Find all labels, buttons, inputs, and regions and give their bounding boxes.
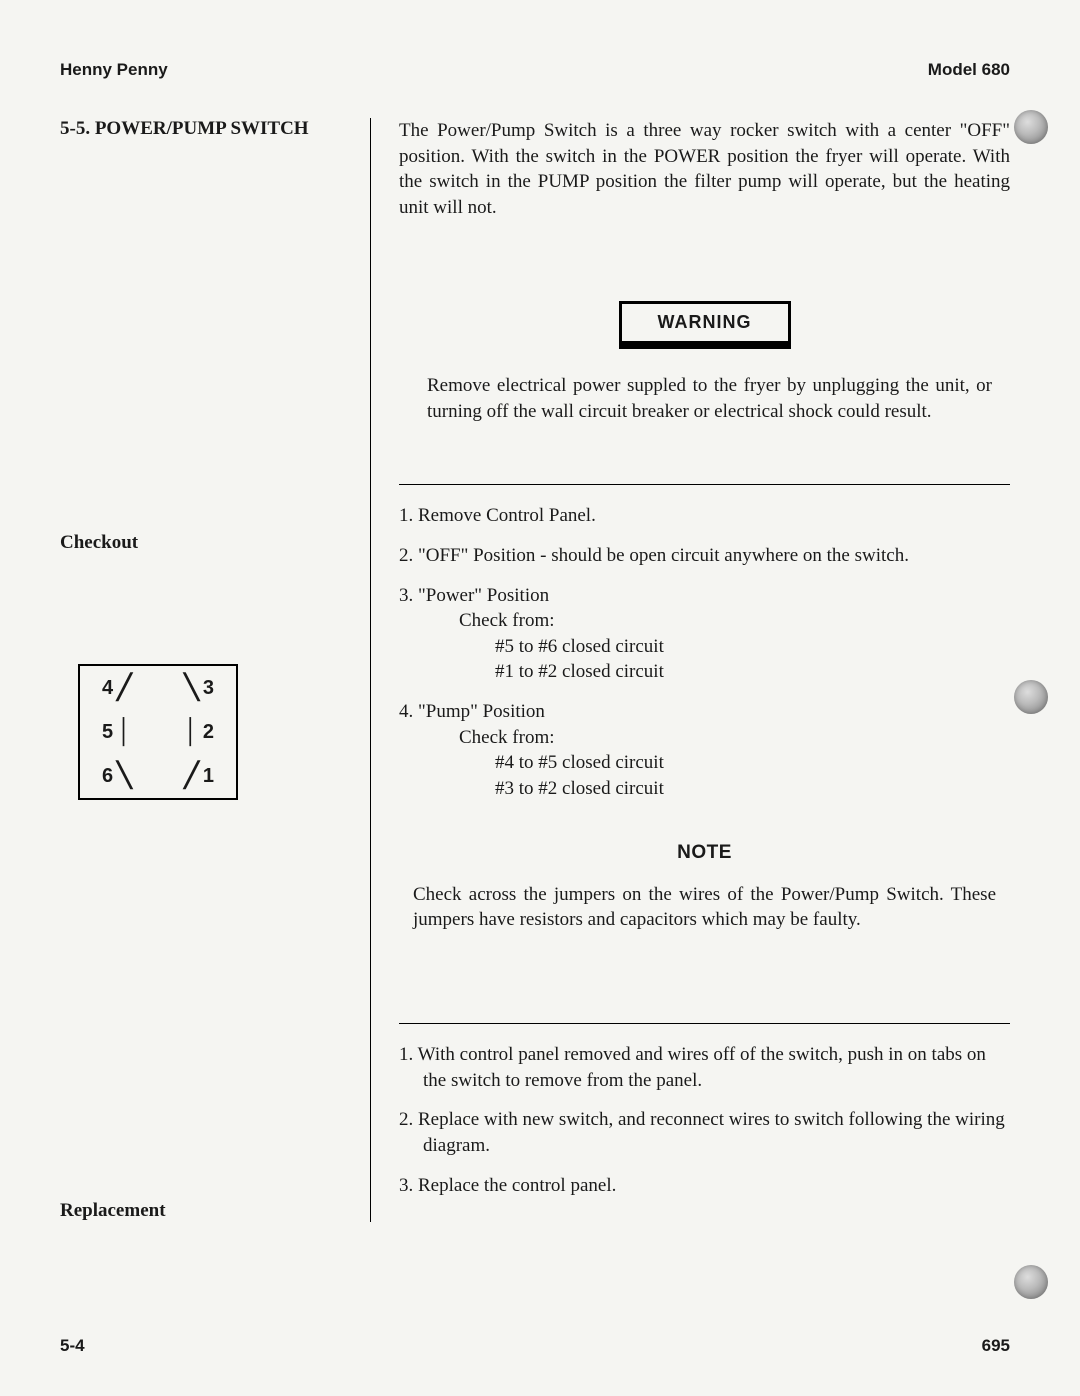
diagram-row: 5│ │2 bbox=[80, 710, 236, 754]
page-header: Henny Penny Model 680 bbox=[60, 60, 1010, 80]
diagonal-mark: ╱ bbox=[117, 676, 131, 700]
spacer bbox=[60, 800, 370, 1200]
page-footer: 5-4 695 bbox=[60, 1336, 1010, 1356]
intro-block: The Power/Pump Switch is a three way roc… bbox=[399, 118, 1010, 283]
switch-diagram: 4╱ ╲3 5│ │2 6╲ bbox=[78, 664, 238, 800]
checkout-substep: Check from: bbox=[399, 725, 1010, 751]
terminal-label: 1 bbox=[203, 765, 214, 788]
diagram-cell: 5│ bbox=[102, 720, 132, 744]
vertical-mark: │ bbox=[184, 720, 199, 744]
checkout-subsubstep: #4 to #5 closed circuit bbox=[399, 750, 1010, 776]
punch-hole bbox=[1014, 680, 1048, 714]
checkout-subsubstep: #3 to #2 closed circuit bbox=[399, 776, 1010, 802]
checkout-heading: Checkout bbox=[60, 532, 370, 554]
diagram-cell: 6╲ bbox=[102, 764, 132, 788]
terminal-label: 3 bbox=[203, 677, 214, 700]
warning-box-wrap: WARNING bbox=[399, 301, 1010, 349]
diagram-cell: │2 bbox=[184, 720, 214, 744]
replacement-step: 2. Replace with new switch, and reconnec… bbox=[399, 1107, 1010, 1158]
diagram-row: 6╲ ╱1 bbox=[80, 754, 236, 798]
punch-hole bbox=[1014, 110, 1048, 144]
checkout-step: 4. "Pump" Position bbox=[399, 699, 1010, 725]
switch-diagram-wrap: 4╱ ╲3 5│ │2 6╲ bbox=[60, 664, 370, 800]
warning-text: Remove electrical power suppled to the f… bbox=[399, 373, 1010, 424]
checkout-step: 1. Remove Control Panel. bbox=[399, 503, 1010, 529]
model-name: Model 680 bbox=[928, 60, 1010, 80]
spacer bbox=[60, 554, 370, 644]
section-title: 5-5. POWER/PUMP SWITCH bbox=[60, 118, 370, 140]
terminal-label: 5 bbox=[102, 721, 113, 744]
revision-number: 695 bbox=[982, 1336, 1010, 1356]
diagram-cell: 4╱ bbox=[102, 676, 132, 700]
checkout-subsubstep: #5 to #6 closed circuit bbox=[399, 634, 1010, 660]
section-name: POWER/PUMP SWITCH bbox=[95, 118, 309, 139]
right-column: The Power/Pump Switch is a three way roc… bbox=[370, 118, 1010, 1222]
diagonal-mark: ╲ bbox=[184, 676, 198, 700]
terminal-label: 4 bbox=[102, 677, 113, 700]
spacer bbox=[60, 144, 370, 532]
checkout-step: 3. "Power" Position bbox=[399, 583, 1010, 609]
warning-label: WARNING bbox=[619, 301, 791, 349]
brand-name: Henny Penny bbox=[60, 60, 168, 80]
checkout-substep: Check from: bbox=[399, 608, 1010, 634]
punch-hole bbox=[1014, 1265, 1048, 1299]
intro-paragraph: The Power/Pump Switch is a three way roc… bbox=[399, 118, 1010, 221]
diagonal-mark: ╲ bbox=[117, 764, 131, 788]
diagonal-mark: ╱ bbox=[184, 764, 198, 788]
checkout-subsubstep: #1 to #2 closed circuit bbox=[399, 659, 1010, 685]
divider bbox=[399, 1023, 1010, 1024]
terminal-label: 2 bbox=[203, 721, 214, 744]
replacement-step: 3. Replace the control panel. bbox=[399, 1173, 1010, 1199]
replacement-heading: Replacement bbox=[60, 1200, 370, 1222]
vertical-mark: │ bbox=[117, 720, 132, 744]
replacement-step: 1. With control panel removed and wires … bbox=[399, 1042, 1010, 1093]
section-number: 5-5. bbox=[60, 118, 90, 139]
diagram-row: 4╱ ╲3 bbox=[80, 666, 236, 710]
checkout-step: 2. "OFF" Position - should be open circu… bbox=[399, 543, 1010, 569]
note-label: NOTE bbox=[399, 842, 1010, 864]
note-text: Check across the jumpers on the wires of… bbox=[399, 882, 1010, 933]
diagram-cell: ╱1 bbox=[184, 764, 214, 788]
divider bbox=[399, 484, 1010, 485]
page-number: 5-4 bbox=[60, 1336, 85, 1356]
terminal-label: 6 bbox=[102, 765, 113, 788]
left-column: 5-5. POWER/PUMP SWITCH Checkout 4╱ ╲3 5│ bbox=[60, 118, 370, 1222]
main-content: 5-5. POWER/PUMP SWITCH Checkout 4╱ ╲3 5│ bbox=[60, 118, 1010, 1222]
diagram-cell: ╲3 bbox=[184, 676, 214, 700]
